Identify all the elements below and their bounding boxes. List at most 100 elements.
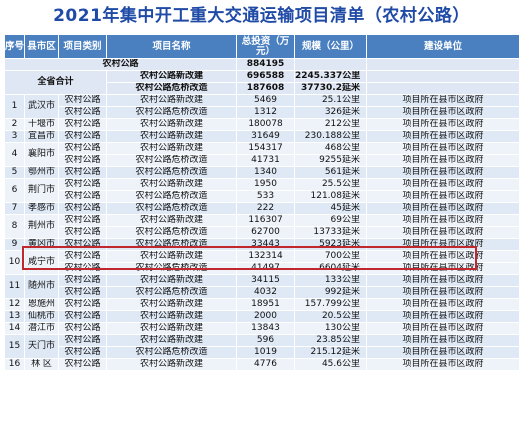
table-row: 9 黄冈市 农村公路 农村公路危桥改造 33443 5923延米 项目所在县市区政府 [4, 238, 520, 251]
header-scale: 规模（公里） [294, 34, 367, 59]
cell-scale: 700公里 [294, 250, 367, 263]
cell-scale: 69公里 [294, 214, 367, 227]
table-row: 1 武汉市 农村公路 农村公路新改建 5469 25.1公里 项目所在县市区政府 [4, 94, 520, 119]
cell-invest: 1950 [236, 178, 295, 191]
table-row: 农村公路 农村公路危桥改造 62700 13733延米 项目所在县市区政府 [5, 226, 520, 239]
summary-scale: 2245.337公里 [294, 70, 367, 83]
cell-name: 农村公路新改建 [106, 118, 237, 131]
cell-invest: 180078 [236, 118, 295, 131]
cell-category: 农村公路 [58, 298, 107, 311]
cell-builder: 项目所在县市区政府 [366, 358, 520, 371]
header-builder: 建设单位 [366, 34, 520, 59]
cell-category: 农村公路 [58, 94, 107, 107]
cell-builder: 项目所在县市区政府 [366, 334, 520, 347]
table-row: 12 恩施州 农村公路 农村公路新改建 18951 157.799公里 项目所在县市区政府 [4, 298, 520, 311]
table-row: 14 潜江市 农村公路 农村公路新改建 13843 130公里 项目所在县市区政府 [4, 322, 520, 335]
cell-builder: 项目所在县市区政府 [366, 142, 520, 155]
summary-name: 农村公路新改建 [106, 70, 237, 83]
cell-category: 农村公路 [58, 166, 107, 179]
table-row: 农村公路 农村公路危桥改造 4032 992延米 项目所在县市区政府 [5, 286, 520, 299]
cell-name: 农村公路新改建 [106, 334, 237, 347]
table-row: 4 襄阳市 农村公路 农村公路新改建 154317 468公里 项目所在县市区政府 [4, 142, 520, 167]
cell-city: 仙桃市 [24, 310, 59, 323]
cell-category: 农村公路 [58, 358, 107, 371]
cell-category: 农村公路 [58, 214, 107, 227]
table-row: 2 十堰市 农村公路 农村公路新改建 180078 212公里 项目所在县市区政府 [4, 118, 520, 131]
cell-category: 农村公路 [58, 154, 107, 167]
cell-seq: 9 [4, 238, 25, 251]
cell-category: 农村公路 [58, 250, 107, 263]
cell-seq: 4 [4, 142, 25, 167]
cell-scale: 157.799公里 [294, 298, 367, 311]
cell-invest: 596 [236, 334, 295, 347]
summary-rural-total: 884195 [236, 58, 295, 71]
cell-builder: 项目所在县市区政府 [366, 274, 520, 287]
cell-name: 农村公路新改建 [106, 358, 237, 371]
cell-seq: 10 [4, 250, 25, 275]
cell-invest: 116307 [236, 214, 295, 227]
page-title: 2021年集中开工重大交通运输项目清单（农村公路） [53, 6, 470, 26]
cell-seq: 16 [4, 358, 25, 371]
cell-city: 孝感市 [24, 202, 59, 215]
cell-city: 十堰市 [24, 118, 59, 131]
cell-name: 农村公路新改建 [106, 178, 237, 191]
cell-builder: 项目所在县市区政府 [366, 322, 520, 335]
header-category: 项目类别 [58, 34, 107, 59]
table-row: 5 鄂州市 农村公路 农村公路危桥改造 1340 561延米 项目所在县市区政府 [4, 166, 520, 179]
table-row: 15 天门市 农村公路 农村公路新改建 596 23.85公里 项目所在县市区政府 [4, 334, 520, 359]
cell-seq: 5 [4, 166, 25, 179]
cell-category: 农村公路 [58, 310, 107, 323]
cell-invest: 5469 [236, 94, 295, 107]
table-row: 农村公路 农村公路危桥改造 41731 9255延米 项目所在县市区政府 [5, 154, 520, 167]
cell-scale: 9255延米 [294, 154, 367, 167]
table-body: 农村公路 884195 全省合计 农村公路新改建 696588 2245.337… [4, 58, 520, 371]
cell-scale: 561延米 [294, 166, 367, 179]
cell-seq: 13 [4, 310, 25, 323]
cell-builder: 项目所在县市区政府 [366, 310, 520, 323]
table-row: 农村公路 农村公路危桥改造 1312 326延米 项目所在县市区政府 [5, 106, 520, 119]
cell-invest: 4032 [236, 286, 295, 299]
cell-seq: 14 [4, 322, 25, 335]
table-row: 11 随州市 农村公路 农村公路新改建 34115 133公里 项目所在县市区政府 [4, 274, 520, 299]
cell-name: 农村公路新改建 [106, 250, 237, 263]
table-row: 农村公路 农村公路危桥改造 1019 215.12延米 项目所在县市区政府 [5, 346, 520, 359]
cell-name: 农村公路新改建 [106, 94, 237, 107]
cell-city: 天门市 [24, 334, 59, 359]
cell-name: 农村公路危桥改造 [106, 262, 237, 275]
cell-category: 农村公路 [58, 238, 107, 251]
table-row: 10 咸宁市 农村公路 农村公路新改建 132314 700公里 项目所在县市区政府 [4, 250, 520, 275]
cell-builder: 项目所在县市区政府 [366, 238, 520, 251]
cell-city: 襄阳市 [24, 142, 59, 167]
table-row: 7 孝感市 农村公路 农村公路危桥改造 222 45延米 项目所在县市区政府 [4, 202, 520, 215]
table-row: 16 林 区农村公路 农村公路新改建 4776 45.6公里 项目所在县市区政府 [4, 358, 520, 371]
cell-invest: 1340 [236, 166, 295, 179]
cell-name: 农村公路危桥改造 [106, 154, 237, 167]
cell-builder: 项目所在县市区政府 [366, 346, 520, 359]
cell-city: 武汉市 [24, 94, 59, 119]
cell-builder: 项目所在县市区政府 [366, 118, 520, 131]
cell-invest: 41497 [236, 262, 295, 275]
cell-name: 农村公路危桥改造 [106, 346, 237, 359]
cell-scale: 230.188公里 [294, 130, 367, 143]
cell-invest: 41731 [236, 154, 295, 167]
cell-seq: 1 [4, 94, 25, 119]
cell-invest: 13843 [236, 322, 295, 335]
cell-builder: 项目所在县市区政府 [366, 286, 520, 299]
summary-province-row: 全省合计 农村公路新改建 696588 2245.337公里 [4, 70, 520, 95]
cell-seq: 3 [4, 130, 25, 143]
cell-city: 咸宁市 [24, 250, 59, 275]
cell-scale: 45延米 [294, 202, 367, 215]
cell-scale: 133公里 [294, 274, 367, 287]
cell-name: 农村公路新改建 [106, 214, 237, 227]
cell-invest: 2000 [236, 310, 295, 323]
cell-city: 荆州市 [24, 214, 59, 239]
table-row: 农村公路 农村公路危桥改造 41497 6604延米 项目所在县市区政府 [5, 262, 520, 275]
cell-category: 农村公路 [58, 346, 107, 359]
cell-seq: 6 [4, 178, 25, 203]
cell-scale: 20.5公里 [294, 310, 367, 323]
header-seq: 序号 [4, 34, 25, 59]
summary-invest: 696588 [236, 70, 295, 83]
cell-category: 农村公路 [58, 202, 107, 215]
summary-rural-label: 农村公路 [4, 58, 237, 71]
cell-invest: 31649 [236, 130, 295, 143]
